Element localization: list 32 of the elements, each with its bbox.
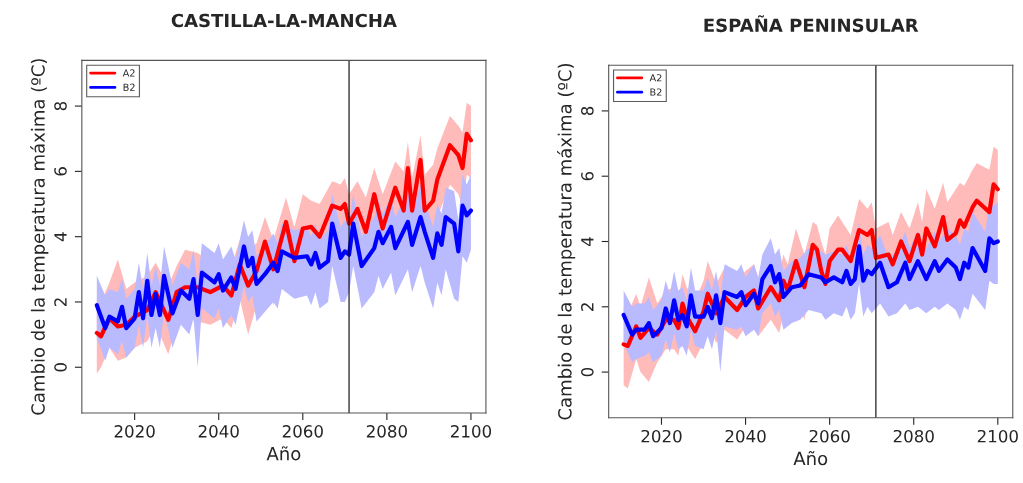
x-tick-label: 2040 [725,429,766,443]
legend-label: B2 [650,88,662,96]
y-tick-label: 0 [581,367,594,377]
x-tick-label: 2060 [282,425,323,438]
x-tick-label: 2020 [641,429,682,443]
y-tick-label: 4 [54,232,67,242]
x-tick-label: 2060 [809,429,850,443]
x-tick-label: 2100 [450,425,492,438]
y-tick-label: 2 [581,303,594,311]
x-axis-title: Año [793,450,828,466]
x-tick-label: 2100 [977,429,1018,443]
x-tick-label: 2020 [114,425,155,438]
y-tick-label: 8 [581,106,594,116]
line-series [621,236,1000,339]
chart-title: CASTILLA-LA-MANCHA [171,13,397,28]
x-tick-label: 2040 [198,425,239,438]
line-series [94,203,474,331]
x-tick-label: 2080 [366,425,407,438]
y-tick-label: 6 [54,167,67,176]
chart-title: ESPAÑA PENINSULAR [704,15,919,33]
legend-label: A2 [649,74,662,82]
y-tick-label: 6 [581,171,594,181]
y-axis-title: Cambio de la temperatura máxima (ºC) [557,63,576,420]
x-tick-label: 2080 [893,429,934,443]
y-tick-label: 0 [54,363,67,372]
legend-label: B2 [123,83,135,91]
y-axis-title: Cambio de la temperatura máxima (ºC) [30,59,49,415]
y-tick-label: 2 [54,298,67,307]
x-axis-title: Año [266,446,301,461]
y-tick-label: 4 [581,237,594,246]
y-tick-label: 8 [54,101,67,111]
legend-label: A2 [122,69,135,77]
